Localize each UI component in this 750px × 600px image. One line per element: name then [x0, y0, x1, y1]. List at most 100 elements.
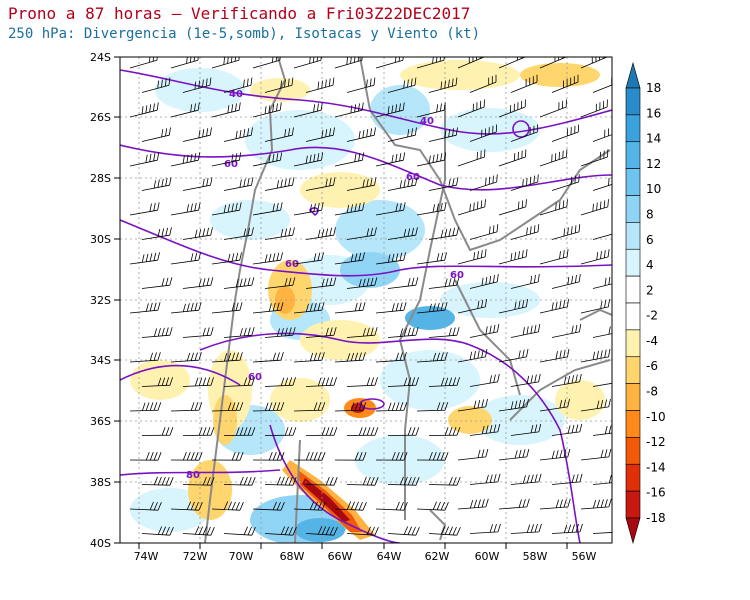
- wind-barb: [211, 202, 242, 216]
- wind-barb: [551, 274, 581, 289]
- wind-barb: [346, 227, 377, 240]
- wind-barb: [252, 102, 282, 118]
- longitude-axis: 74W 72W 70W 68W 66W 64W 62W 60W 58W 56W: [134, 543, 597, 563]
- wind-barb: [375, 152, 406, 167]
- wind-barb: [387, 377, 419, 387]
- wind-barb: [580, 299, 610, 314]
- colorbar-label: -6: [646, 359, 658, 373]
- wind-barb: [469, 174, 498, 191]
- wind-barb: [510, 274, 540, 289]
- wind-barb: [592, 474, 612, 485]
- colorbar-box: [625, 141, 641, 169]
- wind-barb: [305, 77, 335, 93]
- wind-barb: [428, 427, 461, 436]
- wind-barb: [252, 402, 285, 412]
- wind-barb: [346, 427, 379, 436]
- wind-barb: [252, 252, 283, 265]
- wind-barb: [141, 127, 171, 142]
- wind-barb: [428, 77, 458, 93]
- wind-barb: [170, 252, 201, 265]
- wind-barb: [375, 501, 408, 511]
- wind-barb: [252, 202, 283, 216]
- wind-barb: [580, 57, 608, 69]
- wind-barb: [264, 377, 296, 387]
- isotach-labels: 40 40 60 60 60 60 60 80: [186, 89, 464, 481]
- wind-barb: [375, 402, 408, 412]
- wind-barb: [416, 102, 446, 118]
- wind-barb: [580, 249, 610, 265]
- wind-barb: [334, 501, 367, 511]
- wind-barb: [252, 302, 284, 314]
- wind-barb: [334, 57, 363, 69]
- wind-barb: [510, 324, 541, 338]
- wind-barb: [211, 102, 241, 118]
- colorbar-label: 18: [646, 81, 661, 95]
- wind-barb: [141, 327, 173, 338]
- wind-barb: [428, 377, 460, 387]
- wind-barb: [539, 398, 570, 412]
- wind-barb: [170, 152, 201, 167]
- svg-text:60: 60: [248, 372, 262, 383]
- wind-barb: [182, 476, 215, 486]
- lat-tick: 38S: [90, 476, 111, 489]
- wind-barb: [539, 299, 569, 314]
- wind-barb: [510, 224, 540, 240]
- coastlines: [204, 57, 612, 543]
- wind-barb: [264, 227, 295, 240]
- colorbar-box: [625, 490, 641, 519]
- wind-barb: [592, 127, 612, 142]
- wind-barb: [305, 377, 337, 387]
- wind-barb: [469, 74, 497, 93]
- wind-barb: [416, 152, 447, 167]
- wind-barb: [223, 277, 255, 289]
- colorbar-label: -4: [646, 334, 658, 348]
- wind-barb: [498, 199, 527, 216]
- wind-barb: [551, 324, 582, 338]
- wind-barb: [498, 448, 530, 461]
- lat-tick: 30S: [90, 233, 111, 246]
- wind-barb: [346, 476, 379, 486]
- wind-barb: [346, 277, 378, 289]
- wind-barb: [498, 99, 526, 118]
- wind-barb: [457, 498, 489, 510]
- wind-barb: [551, 224, 581, 240]
- wind-barb: [539, 498, 571, 510]
- wind-barb: [252, 501, 285, 511]
- lon-tick: 58W: [523, 550, 548, 563]
- wind-barb: [592, 382, 612, 387]
- wind-barb: [469, 473, 501, 485]
- wind-barb: [252, 352, 284, 363]
- lat-tick: 28S: [90, 172, 111, 185]
- colorbar-label: -14: [646, 460, 666, 474]
- lat-tick: 32S: [90, 294, 111, 307]
- wind-barb: [305, 127, 335, 142]
- wind-barb: [580, 448, 612, 461]
- wind-barb: [334, 452, 367, 461]
- wind-barb: [293, 152, 324, 167]
- wind-barb: [457, 99, 485, 118]
- wind-barb: [293, 402, 326, 412]
- wind-barb: [510, 174, 539, 191]
- wind-barb: [223, 177, 254, 191]
- wind-barb: [129, 302, 161, 314]
- wind-barb: [293, 252, 324, 265]
- wind-barb: [346, 327, 378, 338]
- colorbar-box: [625, 383, 641, 411]
- wind-barb: [170, 202, 201, 216]
- wind-barb: [264, 177, 295, 191]
- svg-text:80: 80: [186, 470, 200, 481]
- wind-barb: [428, 526, 461, 536]
- wind-barb: [551, 423, 583, 436]
- svg-text:60: 60: [224, 159, 238, 170]
- wind-barb: [387, 327, 419, 338]
- lat-tick: 26S: [90, 111, 111, 124]
- wind-barb: [510, 124, 538, 142]
- wind-barb: [457, 299, 487, 314]
- wind-barb: [510, 473, 542, 485]
- wind-barb: [498, 348, 529, 363]
- wind-barb: [211, 152, 242, 167]
- wind-barb: [211, 402, 244, 412]
- wind-barb: [211, 501, 244, 511]
- wind-barb: [129, 152, 160, 167]
